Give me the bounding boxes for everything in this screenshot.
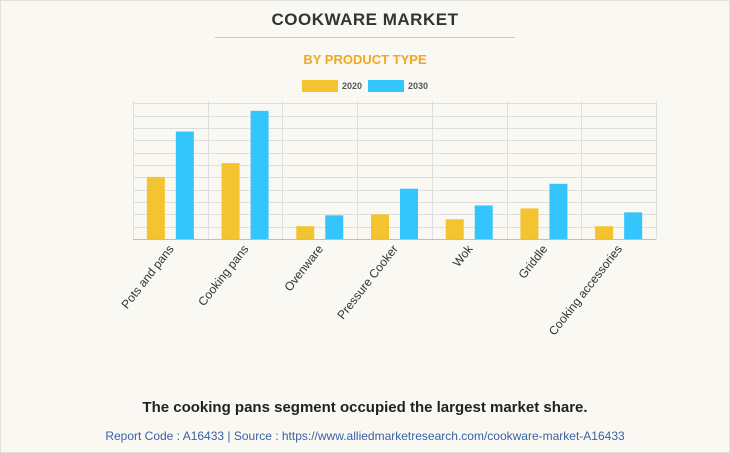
source-line[interactable]: Report Code : A16433 | Source : https://… xyxy=(105,429,625,443)
legend-label-2030: 2030 xyxy=(408,81,429,91)
chart-title: COOKWARE MARKET xyxy=(271,10,459,29)
bar-wok-2030 xyxy=(474,205,493,239)
bar-pots-and-pans-2030 xyxy=(175,131,194,239)
bar-cooking-pans-2020 xyxy=(221,163,240,239)
bar-cooking-accessories-2030 xyxy=(624,212,643,239)
x-tick-label-pressure-cooker: Pressure Cooker xyxy=(334,242,400,322)
bar-cooking-pans-2030 xyxy=(250,110,269,239)
x-tick-label-wok: Wok xyxy=(450,241,476,269)
x-tick-label-cooking-pans: Cooking pans xyxy=(195,242,251,308)
x-tick-label-pots-and-pans: Pots and pans xyxy=(118,242,176,311)
bar-cooking-accessories-2020 xyxy=(595,226,614,239)
chart-subtitle: BY PRODUCT TYPE xyxy=(303,52,427,67)
bar-griddle-2020 xyxy=(520,208,539,239)
chart-legend: 2020 2030 xyxy=(0,80,730,92)
bar-pressure-cooker-2020 xyxy=(371,214,389,239)
x-tick-label-griddle: Griddle xyxy=(515,242,550,281)
legend-item-2020: 2020 xyxy=(301,80,362,92)
x-tick-label-ovenware: Ovenware xyxy=(281,242,326,294)
bar-wok-2020 xyxy=(445,219,464,239)
bar-ovenware-2030 xyxy=(325,215,344,239)
legend-item-2030: 2030 xyxy=(368,80,428,92)
bar-ovenware-2020 xyxy=(296,226,315,239)
legend-swatch-2020 xyxy=(301,80,338,92)
bar-griddle-2030 xyxy=(549,183,568,239)
bar-pressure-cooker-2030 xyxy=(400,188,418,239)
summary-note: The cooking pans segment occupied the la… xyxy=(142,399,588,416)
legend-label-2020: 2020 xyxy=(341,81,362,91)
bar-chart: Pots and pans Cooking pans Ovenware Pressur… xyxy=(118,101,657,338)
x-tick-label-cooking-accessories: Cooking accessories xyxy=(546,242,625,338)
title-divider xyxy=(215,37,515,38)
bar-pots-and-pans-2020 xyxy=(146,176,165,239)
legend-swatch-2030 xyxy=(368,80,404,92)
